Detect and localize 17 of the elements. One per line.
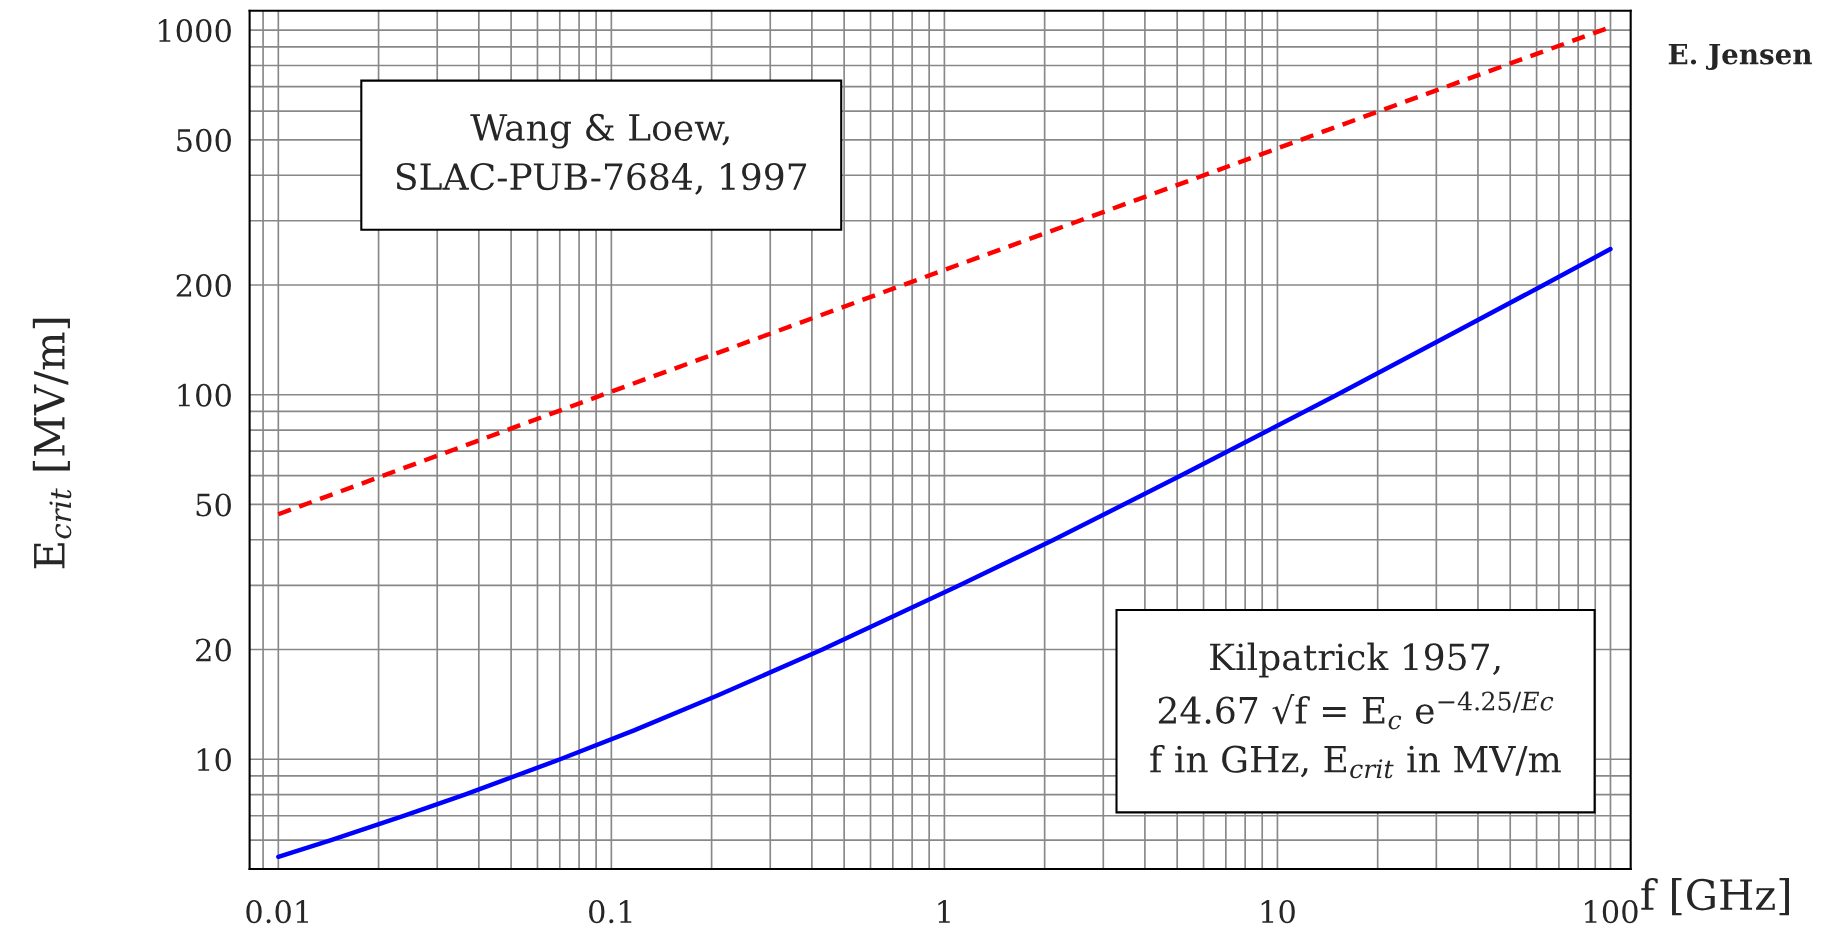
y-tick-label: 20 <box>196 638 231 662</box>
y-tick-label: 10 <box>197 748 231 772</box>
x-tick-label: 0.01 <box>246 900 308 924</box>
y-tick-label: 200 <box>176 273 231 298</box>
y-tick-label: 50 <box>196 493 231 517</box>
x-axis-title: f [GHz] <box>1641 878 1789 916</box>
text: E. Jensen <box>1668 43 1812 70</box>
x-tick-label: 100 <box>1585 900 1638 924</box>
y-tick-label: 1000 <box>158 19 231 43</box>
x-tick-label: 0.1 <box>589 900 632 924</box>
text: Kilpatrick 1957, 24.67 √f = E$_{c}$ e$^{−4.25/Ec}$ f in GHz, E$_{crit}$ in MV/m <box>1150 642 1561 779</box>
y-tick-label: 100 <box>178 383 231 407</box>
x-tick-label: 10 <box>1261 900 1295 924</box>
y-axis-title: E$_{crit}$ [MV/m] <box>32 318 72 569</box>
y-tick-label: 500 <box>177 128 231 152</box>
x-tick-label: 1 <box>938 900 950 923</box>
annotation: Wang & Loew, SLAC-PUB-7684, 1997 <box>396 113 807 195</box>
